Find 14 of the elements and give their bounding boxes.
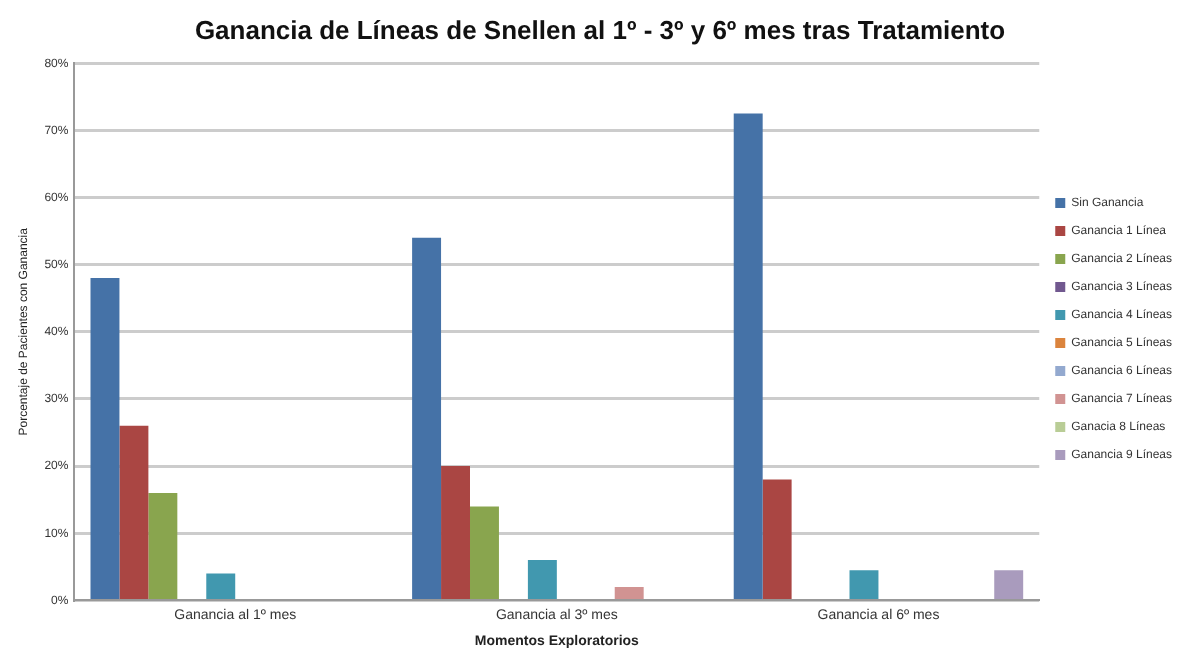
bar [762, 479, 792, 599]
bar [90, 278, 120, 599]
bar [614, 586, 644, 599]
bar [148, 492, 178, 599]
bar [849, 570, 879, 599]
chart-title: Ganancia de Líneas de Snellen al 1º - 3º y 6º mes tras Tratamiento [194, 14, 1006, 45]
bar [412, 237, 442, 599]
bar [527, 560, 557, 599]
bar [470, 506, 499, 599]
bar [119, 425, 149, 599]
bar [994, 570, 1024, 599]
bar [206, 573, 236, 599]
bar [733, 113, 763, 599]
bar [441, 466, 470, 599]
